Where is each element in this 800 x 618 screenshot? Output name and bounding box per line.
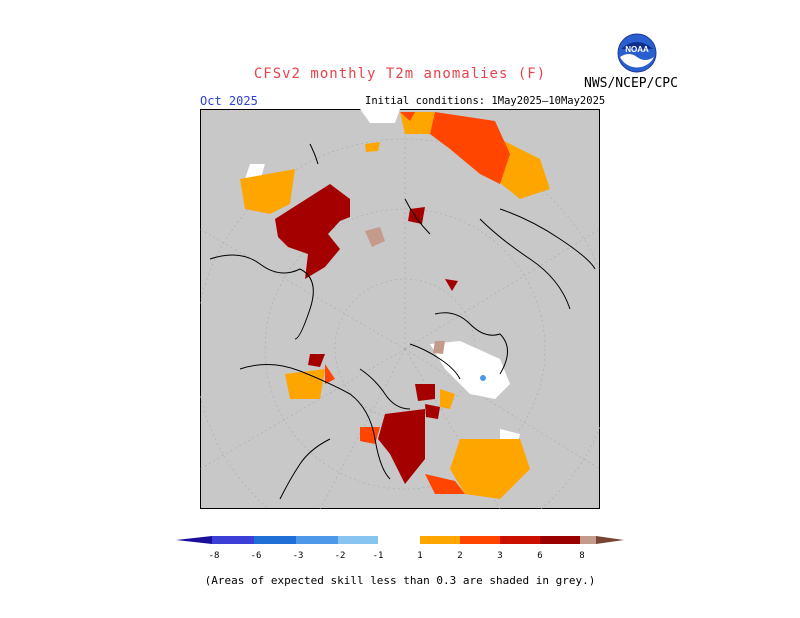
chart-title: CFSv2 monthly T2m anomalies (F)	[253, 66, 547, 82]
legend-tick-label: 3	[497, 551, 502, 561]
legend-arrow-low	[176, 536, 212, 544]
anomaly-dark-red	[275, 184, 458, 484]
legend-arrow-high	[596, 536, 624, 544]
legend-swatch-5	[378, 536, 420, 544]
svg-text:NOAA: NOAA	[625, 45, 649, 54]
legend-swatch-8	[500, 536, 540, 544]
color-legend: -8 -6 -3 -2 -1 1 2 3 6 8	[176, 536, 624, 561]
skill-note: (Areas of expected skill less than 0.3 a…	[204, 574, 596, 587]
legend-tick-label: -1	[373, 551, 384, 561]
legend-tick-label: 1	[417, 551, 422, 561]
agency-label: NWS/NCEP/CPC	[584, 76, 678, 91]
legend-swatch-9	[540, 536, 580, 544]
legend-tick-label: 8	[579, 551, 584, 561]
legend-tick-label: 2	[457, 551, 462, 561]
noaa-logo-icon: NOAA	[617, 33, 657, 73]
legend-swatch-4	[338, 536, 378, 544]
blue-anomaly-spot	[480, 375, 486, 381]
forecast-month: Oct 2025	[200, 94, 258, 108]
legend-tick-label: -2	[335, 551, 346, 561]
coastlines	[209, 143, 596, 500]
legend-tick-label: 6	[537, 551, 542, 561]
legend-swatch-6	[420, 536, 460, 544]
legend-tick-label: -3	[293, 551, 304, 561]
anomaly-brown	[365, 227, 445, 354]
legend-tick-label: -6	[251, 551, 262, 561]
legend-swatch-7	[460, 536, 500, 544]
anomaly-orange	[240, 112, 550, 499]
legend-swatch-10b	[580, 536, 596, 544]
legend-tick-label: -8	[209, 551, 220, 561]
polar-map	[200, 109, 600, 509]
anomaly-red-orange	[325, 112, 510, 494]
legend-swatch-1	[212, 536, 254, 544]
initial-conditions: Initial conditions: 1May2025–10May2025	[365, 95, 606, 107]
legend-swatch-2	[254, 536, 296, 544]
legend-swatch-3	[296, 536, 338, 544]
